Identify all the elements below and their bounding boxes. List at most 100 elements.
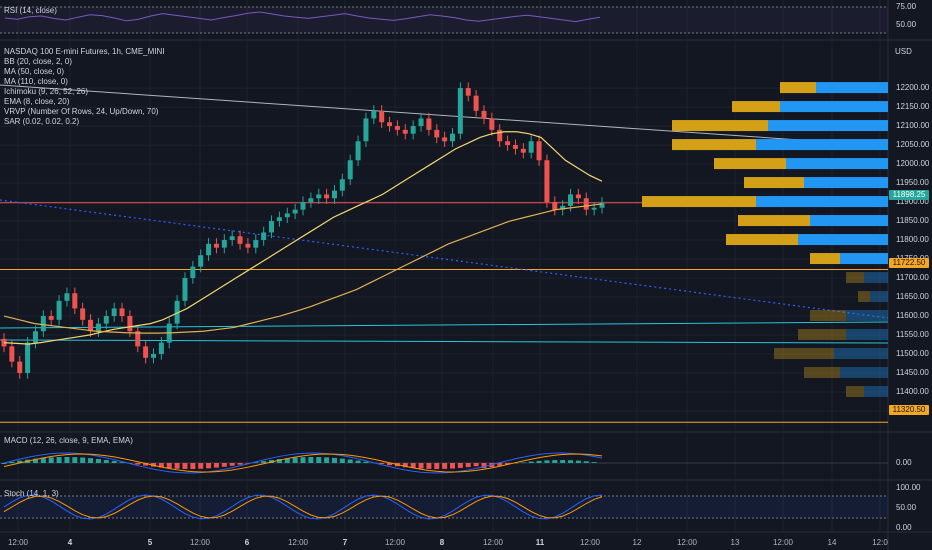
macd-histogram-bar — [198, 463, 204, 469]
level-lower-tag: 11320.50 — [889, 405, 929, 415]
legend-ma110[interactable]: MA (110, close, 0) — [4, 77, 68, 86]
volume-profile-bar-up — [798, 234, 888, 246]
macd-histogram-bar — [575, 460, 581, 463]
macd-histogram-bar — [111, 460, 117, 463]
legend-bb[interactable]: BB (20, close, 2, 0) — [4, 57, 73, 66]
candle-body — [355, 141, 361, 161]
macd-histogram-bar — [339, 458, 345, 463]
macd-histogram-bar — [237, 463, 243, 465]
candle-body — [410, 126, 416, 134]
candle-body — [269, 221, 275, 233]
volume-profile-bar-up — [804, 177, 888, 189]
volume-profile-bar-up — [840, 253, 888, 265]
candle-body — [229, 236, 235, 241]
time-tick-label: 12:00 — [7, 538, 29, 547]
legend-ema[interactable]: EMA (8, close, 20) — [4, 97, 70, 106]
candle-body — [32, 331, 38, 343]
candle-body — [379, 110, 385, 123]
legend-ma50[interactable]: MA (50, close, 0) — [4, 67, 65, 76]
candle-body — [253, 240, 259, 248]
macd-histogram-bar — [253, 462, 259, 463]
macd-histogram-bar — [143, 463, 149, 466]
volume-profile-bar-down — [846, 386, 864, 398]
volume-profile-bar-up — [816, 82, 888, 94]
volume-profile-bar-down — [774, 348, 834, 360]
volume-profile-bar-up — [864, 386, 888, 398]
symbol-title[interactable]: NASDAQ 100 E-mini Futures, 1h, CME_MINI — [4, 47, 165, 56]
candle-body — [316, 194, 322, 199]
time-tick-label: 12:00 — [384, 538, 406, 547]
volume-profile-bar-down — [726, 234, 798, 246]
candle-body — [245, 243, 251, 248]
stoch-d-line — [3, 495, 603, 519]
candle-body — [402, 129, 408, 134]
volume-profile-bar-down — [714, 158, 786, 170]
volume-profile-bar-down — [810, 310, 846, 322]
macd-histogram-bar — [103, 459, 109, 463]
macd-histogram-bar — [324, 457, 330, 463]
volume-profile-bar-down — [810, 253, 840, 265]
macd-histogram-bar — [331, 457, 337, 463]
candle-body — [158, 342, 164, 355]
candle-body — [489, 118, 495, 130]
candle-body — [206, 243, 212, 256]
stoch-band — [0, 496, 888, 518]
time-tick-label: 12:00 — [189, 538, 211, 547]
candle-body — [568, 194, 574, 206]
macd-histogram-bar — [56, 457, 62, 463]
price-tick-label: 11900.00 — [896, 197, 929, 207]
price-tick-label: 12100.00 — [896, 121, 930, 131]
rsi-title: RSI (14, close) — [4, 6, 57, 15]
volume-profile-bar-down — [744, 177, 804, 189]
candle-body — [536, 141, 542, 161]
macd-histogram-bar — [72, 457, 78, 463]
price-tick-label: 12200.00 — [896, 83, 930, 93]
candle-body — [418, 118, 424, 127]
volume-profile-bar-down — [738, 215, 810, 227]
candle-body — [174, 300, 180, 324]
macd-histogram-bar — [32, 458, 38, 463]
candle-body — [111, 308, 117, 317]
macd-histogram-bar — [135, 463, 141, 465]
volume-profile-bar-up — [864, 272, 888, 284]
time-tick-label: 12:00 — [287, 538, 309, 547]
candle-body — [40, 316, 46, 332]
macd-histogram-bar — [544, 460, 550, 463]
price-tick-label: 11450.00 — [896, 368, 929, 377]
time-tick-label: 7 — [342, 538, 348, 547]
macd-histogram-bar — [206, 463, 212, 469]
macd-histogram-bar — [158, 463, 164, 468]
stoch-level-50: 50.00 — [896, 503, 917, 512]
candle-body — [135, 331, 141, 347]
macd-histogram-bar — [119, 462, 125, 463]
macd-histogram-bar — [174, 463, 180, 469]
stoch-level-100: 100.00 — [896, 483, 921, 492]
candle-body — [237, 236, 243, 244]
stoch-title: Stoch (14, 1, 3) — [4, 489, 59, 498]
trendline-white — [0, 84, 889, 147]
macd-histogram-bar — [481, 463, 487, 469]
legend-ichimoku[interactable]: Ichimoku (9, 26, 52, 26) — [4, 87, 89, 96]
level-upper-tag: 11722.50 — [889, 258, 929, 268]
candle-body — [363, 118, 369, 142]
macd-histogram-bar — [276, 459, 282, 463]
candle-body — [324, 194, 330, 199]
candle-body — [575, 194, 581, 199]
legend-sar[interactable]: SAR (0.02, 0.02, 0.2) — [4, 117, 80, 126]
stoch-k-line — [3, 494, 603, 520]
macd-histogram-bar — [591, 462, 597, 463]
time-tick-label: 12:00 — [772, 538, 794, 547]
price-tick-label: 12050.00 — [896, 140, 930, 150]
legend-vrvp[interactable]: VRVP (Number Of Rows, 24, Up/Down, 70) — [4, 107, 159, 116]
volume-profile-bar-up — [810, 215, 888, 227]
volume-profile-bar-up — [756, 139, 888, 151]
macd-histogram-bar — [308, 457, 314, 463]
macd-histogram-bar — [473, 463, 479, 467]
macd-histogram-bar — [379, 463, 385, 465]
time-tick-label: 12 — [632, 538, 642, 547]
candle-body — [300, 202, 306, 210]
candle-body — [151, 354, 156, 358]
macd-histogram-bar — [316, 457, 322, 463]
macd-histogram-bar — [182, 463, 188, 469]
